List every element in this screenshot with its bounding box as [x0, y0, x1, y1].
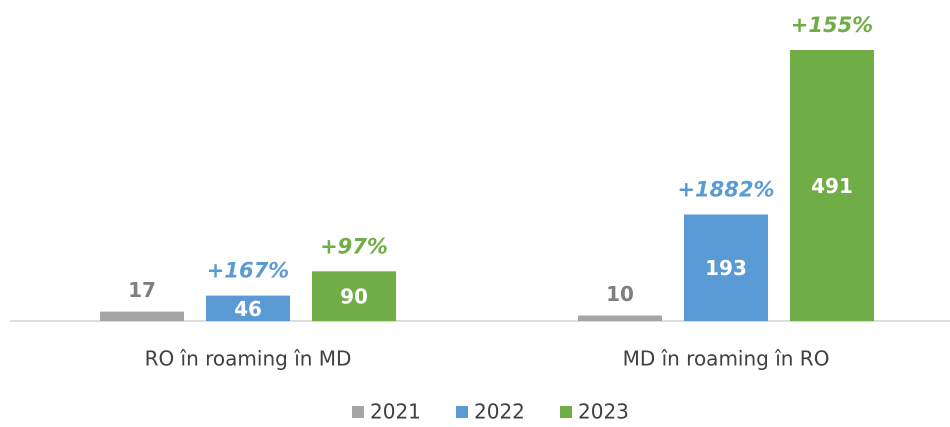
bar — [100, 311, 184, 321]
legend-label: 2022 — [474, 400, 525, 424]
legend-swatch — [456, 406, 468, 418]
legend-swatch — [352, 406, 364, 418]
bar — [684, 214, 768, 321]
growth-annotation: +97% — [320, 234, 388, 258]
category-label: RO în roaming în MD — [145, 347, 352, 371]
legend-label: 2021 — [370, 400, 421, 424]
value-label: 46 — [234, 297, 262, 321]
value-label: 90 — [340, 285, 368, 309]
growth-annotation: +155% — [791, 13, 873, 37]
legend-swatch — [560, 406, 572, 418]
bar — [578, 315, 662, 321]
growth-annotation: +1882% — [677, 177, 774, 201]
bar — [312, 271, 396, 321]
value-label: 193 — [705, 256, 747, 280]
value-label: 10 — [606, 282, 634, 306]
bar — [206, 295, 290, 321]
value-label: 491 — [811, 174, 853, 198]
category-label: MD în roaming în RO — [623, 347, 830, 371]
growth-annotation: +167% — [207, 259, 289, 283]
bar — [790, 50, 874, 321]
legend-label: 2023 — [578, 400, 629, 424]
value-label: 17 — [128, 278, 156, 302]
